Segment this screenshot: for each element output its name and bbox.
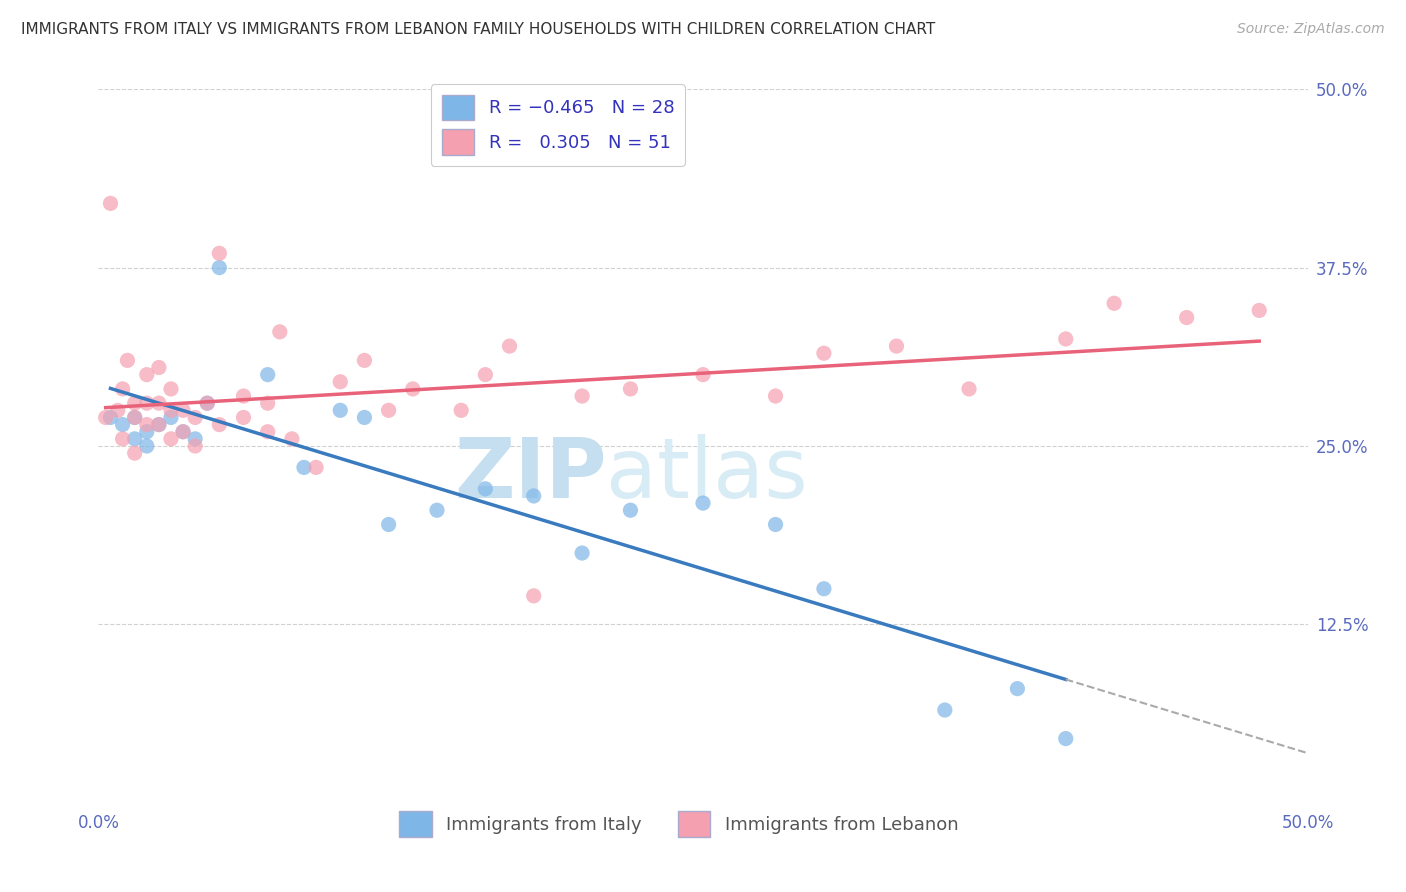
Point: [195, 396, 218, 410]
Point: [269, 325, 291, 339]
Point: [172, 403, 194, 417]
Point: [135, 425, 157, 439]
Point: [619, 503, 641, 517]
Point: [377, 403, 399, 417]
Point: [124, 410, 146, 425]
Point: [329, 403, 352, 417]
Text: Source: ZipAtlas.com: Source: ZipAtlas.com: [1237, 22, 1385, 37]
Point: [148, 396, 170, 410]
Text: atlas: atlas: [606, 434, 808, 515]
Point: [692, 496, 714, 510]
Point: [208, 417, 231, 432]
Point: [571, 389, 593, 403]
Point: [1102, 296, 1125, 310]
Point: [934, 703, 956, 717]
Point: [111, 432, 134, 446]
Point: [148, 417, 170, 432]
Point: [523, 589, 546, 603]
Point: [232, 389, 254, 403]
Point: [117, 353, 139, 368]
Point: [184, 439, 207, 453]
Point: [281, 432, 304, 446]
Point: [184, 432, 207, 446]
Point: [160, 403, 183, 417]
Point: [135, 417, 157, 432]
Point: [135, 439, 157, 453]
Point: [474, 368, 496, 382]
Point: [160, 410, 183, 425]
Point: [100, 196, 122, 211]
Point: [195, 396, 218, 410]
Point: [426, 503, 449, 517]
Point: [886, 339, 908, 353]
Point: [124, 410, 146, 425]
Point: [474, 482, 496, 496]
Point: [957, 382, 980, 396]
Point: [619, 382, 641, 396]
Point: [172, 425, 194, 439]
Point: [256, 368, 278, 382]
Text: ZIP: ZIP: [454, 434, 606, 515]
Point: [765, 389, 787, 403]
Text: IMMIGRANTS FROM ITALY VS IMMIGRANTS FROM LEBANON FAMILY HOUSEHOLDS WITH CHILDREN: IMMIGRANTS FROM ITALY VS IMMIGRANTS FROM…: [21, 22, 935, 37]
Point: [111, 382, 134, 396]
Point: [184, 410, 207, 425]
Point: [172, 425, 194, 439]
Point: [135, 368, 157, 382]
Point: [1175, 310, 1198, 325]
Point: [1054, 332, 1077, 346]
Point: [94, 410, 117, 425]
Point: [402, 382, 425, 396]
Legend: Immigrants from Italy, Immigrants from Lebanon: Immigrants from Italy, Immigrants from L…: [392, 804, 966, 844]
Point: [256, 425, 278, 439]
Point: [353, 353, 375, 368]
Point: [124, 396, 146, 410]
Point: [692, 368, 714, 382]
Point: [1249, 303, 1271, 318]
Point: [232, 410, 254, 425]
Point: [498, 339, 520, 353]
Point: [160, 382, 183, 396]
Point: [571, 546, 593, 560]
Point: [148, 360, 170, 375]
Point: [160, 432, 183, 446]
Point: [1007, 681, 1029, 696]
Point: [100, 410, 122, 425]
Point: [377, 517, 399, 532]
Point: [135, 396, 157, 410]
Point: [305, 460, 328, 475]
Point: [329, 375, 352, 389]
Point: [292, 460, 315, 475]
Point: [208, 260, 231, 275]
Point: [1054, 731, 1077, 746]
Point: [148, 417, 170, 432]
Point: [256, 396, 278, 410]
Point: [124, 432, 146, 446]
Point: [208, 246, 231, 260]
Point: [813, 582, 835, 596]
Point: [450, 403, 472, 417]
Point: [523, 489, 546, 503]
Point: [107, 403, 129, 417]
Point: [813, 346, 835, 360]
Point: [124, 446, 146, 460]
Point: [111, 417, 134, 432]
Point: [353, 410, 375, 425]
Point: [765, 517, 787, 532]
